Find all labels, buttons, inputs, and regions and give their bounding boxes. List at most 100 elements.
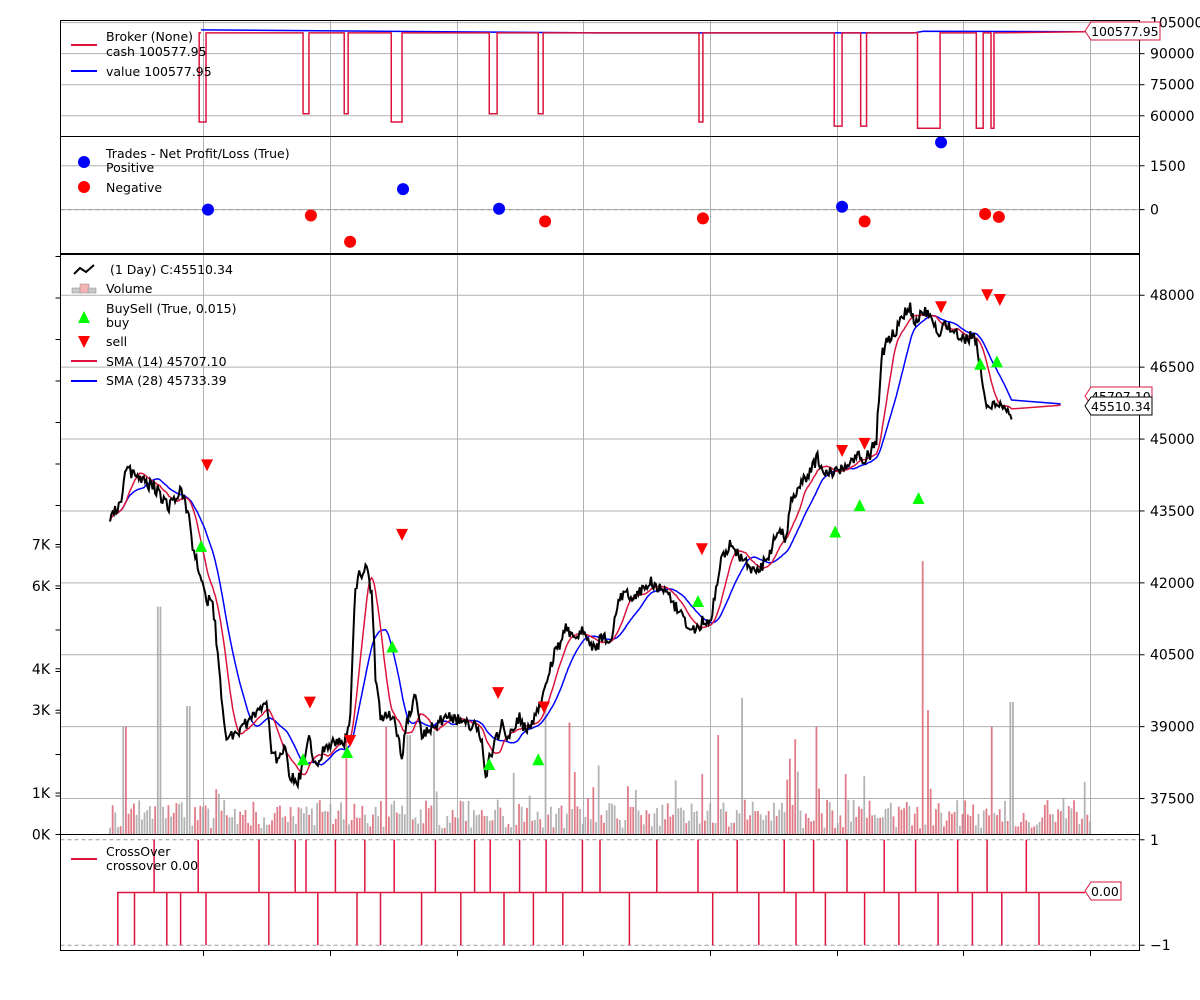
volume-bar (1006, 820, 1009, 835)
trades-legend: Trades - Net Profit/Loss (True) Positive… (78, 146, 290, 195)
volume-bar (579, 808, 581, 835)
volume-bar (626, 786, 629, 835)
volume-bar (1030, 827, 1033, 835)
volume-bar (839, 815, 842, 835)
broker-y-tick-label: 90000 (1150, 47, 1195, 63)
volume-bar (528, 795, 531, 835)
buysell-label: BuySell (True, 0.015) (106, 301, 236, 316)
volume-bar (820, 813, 823, 835)
volume-bar (781, 802, 783, 835)
trades-y-tick-label: 0 (1150, 203, 1159, 219)
price-panel-frame (60, 254, 1140, 835)
volume-bar (749, 815, 751, 835)
buy-marker (341, 746, 354, 759)
volume-bar (900, 809, 903, 835)
price-label: (1 Day) C:45510.34 (106, 262, 233, 277)
volume-bar (595, 821, 597, 835)
volume-bar (459, 800, 462, 835)
sell-marker (538, 701, 551, 714)
volume-bar (488, 820, 491, 835)
volume-bar (541, 827, 544, 835)
volume-bar (148, 806, 151, 835)
volume-bar (520, 806, 523, 835)
volume-bar (911, 825, 913, 835)
volume-bar (974, 825, 977, 835)
volume-bar (666, 803, 669, 835)
crossover-legend-title: CrossOver (106, 844, 171, 859)
volume-bar (778, 809, 781, 835)
broker-y-tick-label: 105000 (1150, 16, 1200, 32)
volume-bar (868, 800, 871, 835)
volume-bar (342, 819, 345, 835)
volume-bar (220, 810, 223, 835)
volume-bar (228, 817, 231, 835)
volume-bar (810, 821, 813, 835)
negative-trade-point (979, 208, 992, 221)
crossover-badge-box (1084, 881, 1122, 901)
volume-left-tick-label: 7K (32, 538, 51, 554)
volume-bar (175, 803, 178, 835)
volume-bar (733, 822, 736, 835)
volume-bar (159, 606, 162, 835)
volume-bar (773, 802, 775, 835)
volume-legend-swatch-c (87, 287, 97, 294)
volume-bar (369, 826, 372, 835)
buy-marker (692, 595, 704, 608)
volume-bar (297, 807, 300, 835)
volume-bar (119, 826, 122, 835)
volume-bar (1089, 821, 1091, 835)
volume-bar (1070, 808, 1073, 835)
volume-bar (605, 810, 608, 835)
volume-bar (1081, 818, 1083, 835)
volume-bar (767, 811, 770, 835)
volume-bar (480, 810, 483, 835)
sell-marker (201, 459, 214, 472)
volume-bar (711, 822, 714, 835)
broker-badge-label: 100577.95 (1091, 24, 1159, 39)
volume-bar (443, 827, 446, 835)
volume-bar (1022, 812, 1025, 835)
price-right-tick-label: 37500 (1150, 792, 1195, 808)
broker-cash-line (198, 30, 1086, 129)
volume-bar (1073, 800, 1075, 835)
negative-trade-point (344, 235, 357, 248)
negative-trade-point (539, 215, 552, 228)
volume-bar (212, 818, 215, 835)
volume-bar (794, 739, 797, 835)
volume-bar (924, 824, 927, 835)
volume-bar (281, 817, 284, 835)
volume-bar (308, 814, 311, 835)
volume-bar (573, 771, 576, 835)
volume-bar (1046, 800, 1049, 835)
volume-bar (919, 828, 921, 835)
volume-bar (897, 806, 900, 835)
volume-bar (943, 826, 945, 835)
volume-bar (850, 821, 852, 835)
volume-bar (151, 818, 154, 835)
volume-bar (642, 824, 645, 835)
volume-bar (685, 823, 688, 835)
volume-bar (138, 800, 141, 835)
volume-bar (180, 802, 183, 835)
volume-bar (199, 805, 202, 835)
volume-bar (852, 800, 855, 835)
volume-bar (1078, 824, 1081, 835)
volume-bar (696, 810, 698, 835)
price-right-tick-label: 43500 (1150, 504, 1195, 520)
price-legend-swatch (73, 264, 95, 275)
volume-bar (770, 820, 773, 835)
sell-marker (695, 543, 708, 556)
positive-legend-swatch (78, 156, 90, 168)
volume-bar (257, 824, 260, 835)
volume-bar (401, 805, 404, 835)
volume-bar (751, 801, 754, 835)
negative-legend-swatch (78, 181, 90, 193)
volume-bar (863, 776, 866, 835)
volume-bar (526, 807, 528, 835)
volume-bar (834, 827, 836, 835)
volume-bar (305, 806, 308, 835)
volume-bar (244, 809, 247, 835)
volume-bar (706, 810, 709, 835)
volume-bar (332, 824, 334, 835)
volume-bar (348, 824, 350, 835)
